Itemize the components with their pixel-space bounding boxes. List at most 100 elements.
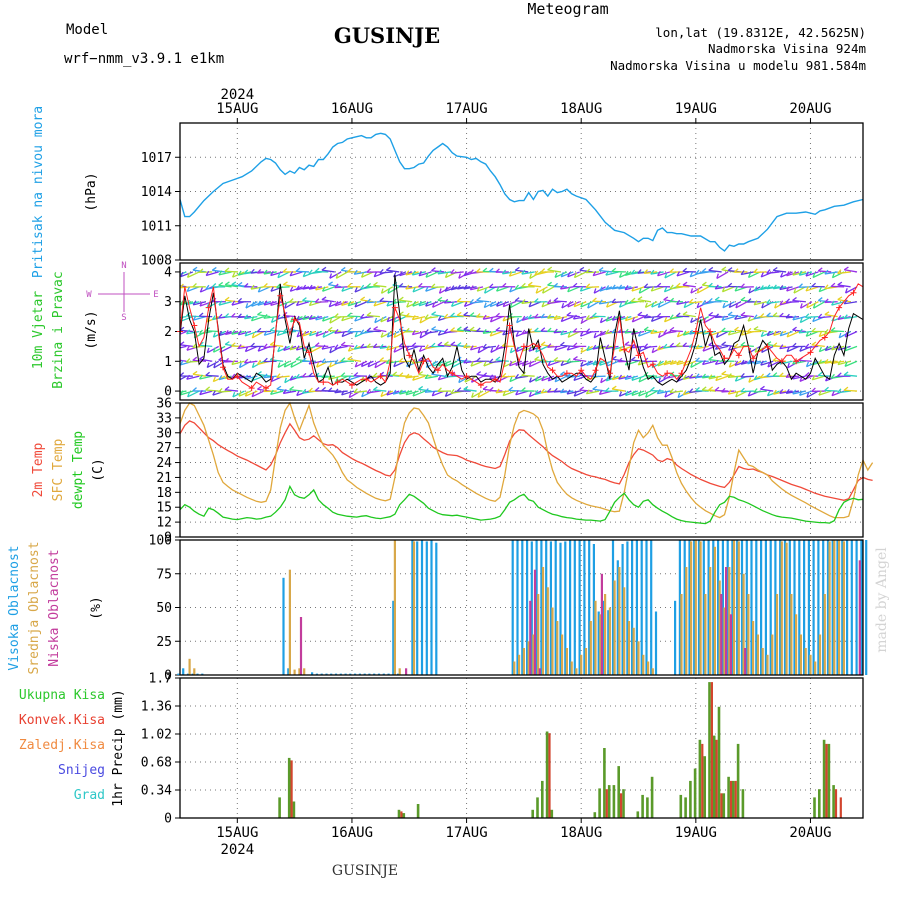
wind-barb-head — [669, 359, 674, 365]
wind-barb-head — [456, 342, 462, 347]
high-cloud-bar — [817, 540, 820, 675]
legend-label: Ukupna Kisa — [19, 688, 105, 703]
wind-barb-head — [456, 387, 462, 392]
wind-barb-head — [811, 327, 816, 333]
wind-barb-head — [251, 301, 255, 307]
wind-barb — [322, 315, 335, 322]
high-cloud-bar — [569, 540, 572, 675]
wind-barb-head — [406, 302, 410, 308]
high-cloud-bar — [607, 610, 610, 675]
wind-barb — [205, 374, 219, 377]
wind-barb-head — [347, 327, 352, 333]
wind-barb — [682, 284, 696, 288]
wind-barb — [412, 390, 426, 397]
wind-barb — [379, 345, 393, 349]
wind-barb-head — [528, 346, 532, 352]
wind-barb — [824, 389, 838, 392]
wind-barb — [792, 329, 806, 333]
wind-barb — [431, 328, 445, 333]
wind-barb-head — [682, 342, 688, 347]
wind-gust-marker — [334, 379, 341, 386]
mid-cloud-bar — [680, 594, 683, 675]
total-precip-bar — [607, 785, 611, 818]
wind-barb — [606, 315, 619, 322]
wind-barb — [444, 344, 458, 348]
wind-barb-head — [456, 284, 461, 290]
wind-barb — [379, 271, 393, 274]
wind-barb-head — [746, 298, 752, 303]
wind-barb — [328, 301, 342, 308]
wind-barb-head — [495, 388, 500, 394]
wind-barb — [708, 314, 722, 318]
wind-barb-head — [721, 315, 726, 321]
wind-barb-head — [657, 332, 661, 338]
wind-barb — [760, 388, 774, 392]
wind-barb-head — [837, 372, 842, 377]
lonlat-label: lon,lat (19.8312E, 42.5625N) — [655, 25, 866, 40]
wind-barb-head — [669, 314, 674, 320]
wind-barb — [561, 301, 574, 309]
wind-barb-head — [716, 273, 719, 279]
wind-barb — [276, 375, 290, 379]
wind-barb — [502, 271, 516, 275]
wind-barb-head — [218, 387, 223, 393]
wind-barb — [387, 330, 400, 338]
wind-barb-head — [334, 313, 339, 318]
wind-barb-head — [212, 376, 216, 382]
wind-barb — [457, 345, 471, 348]
sfc-temp-line — [179, 401, 874, 519]
y-tick-label: 0 — [164, 812, 172, 827]
wind-barb-head — [321, 266, 327, 271]
wind-barb — [315, 301, 329, 303]
wind-barb-head — [675, 342, 681, 347]
wind-barb-head — [437, 387, 442, 392]
wind-barb — [553, 330, 567, 334]
wind-barb — [347, 375, 361, 381]
wind-gust-marker — [750, 355, 757, 362]
wind-barb-head — [257, 311, 262, 316]
high-cloud-bar — [182, 668, 185, 676]
wind-barb-head — [740, 387, 745, 393]
wind-barb — [651, 301, 664, 308]
wind-barb-head — [295, 345, 300, 351]
wind-barb — [669, 329, 683, 333]
wind-barb — [592, 388, 606, 392]
wind-barb — [284, 360, 297, 368]
wind-barb-head — [811, 282, 816, 287]
wind-barb — [347, 301, 361, 307]
wind-barb-head — [805, 286, 810, 292]
wind-barb-head — [675, 282, 681, 288]
wind-barb-head — [688, 388, 694, 393]
wind-barb — [495, 390, 509, 394]
wind-barb-head — [282, 389, 287, 394]
wind-barb-head — [386, 301, 390, 307]
high-cloud-bar — [387, 673, 390, 675]
wind-barb-head — [805, 271, 810, 277]
wind-barb-head — [650, 386, 655, 392]
wind-barb — [329, 271, 342, 279]
wind-barb-head — [366, 327, 372, 332]
wind-barb-head — [308, 372, 313, 377]
high-cloud-bar — [511, 540, 514, 675]
wind-barb — [437, 299, 451, 303]
wind-barb — [186, 360, 200, 363]
wind-barb-head — [373, 271, 378, 277]
wind-barb — [502, 375, 516, 378]
wind-barb-head — [322, 332, 326, 338]
wind-barb-head — [542, 288, 545, 294]
wind-barb — [785, 301, 800, 303]
wind-barb-head — [843, 386, 849, 391]
mid-cloud-bar — [713, 546, 716, 676]
conv-precip-bar — [548, 733, 551, 818]
wind-gust-marker — [191, 322, 198, 329]
wind-barb — [489, 286, 503, 289]
x-tick-label-bottom: 17AUG — [445, 825, 487, 841]
wind-barb-head — [314, 267, 320, 273]
wind-barb — [574, 271, 587, 279]
wind-barb-head — [831, 272, 835, 278]
t2m-line — [179, 420, 873, 501]
wind-barb — [586, 330, 600, 333]
